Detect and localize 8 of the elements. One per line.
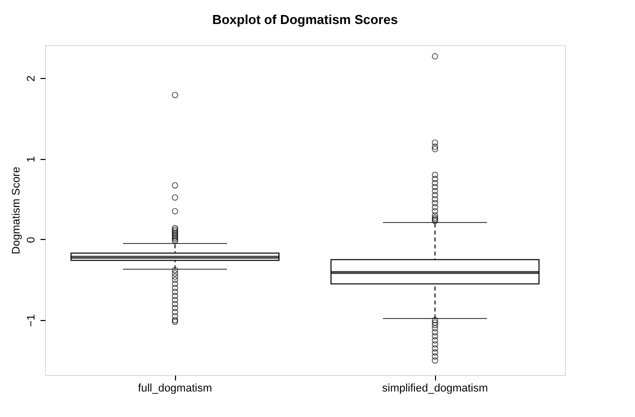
chart-title: Boxplot of Dogmatism Scores — [212, 12, 398, 27]
y-tick-label: −1 — [26, 314, 38, 327]
x-tick-label: simplified_dogmatism — [382, 382, 488, 394]
y-tick-label: 0 — [26, 236, 38, 244]
x-tick-label: full_dogmatism — [138, 382, 212, 394]
y-tick-label: 1 — [26, 156, 38, 162]
y-axis-title: Dogmatism Score — [10, 166, 22, 254]
y-tick-label: 2 — [26, 76, 38, 82]
